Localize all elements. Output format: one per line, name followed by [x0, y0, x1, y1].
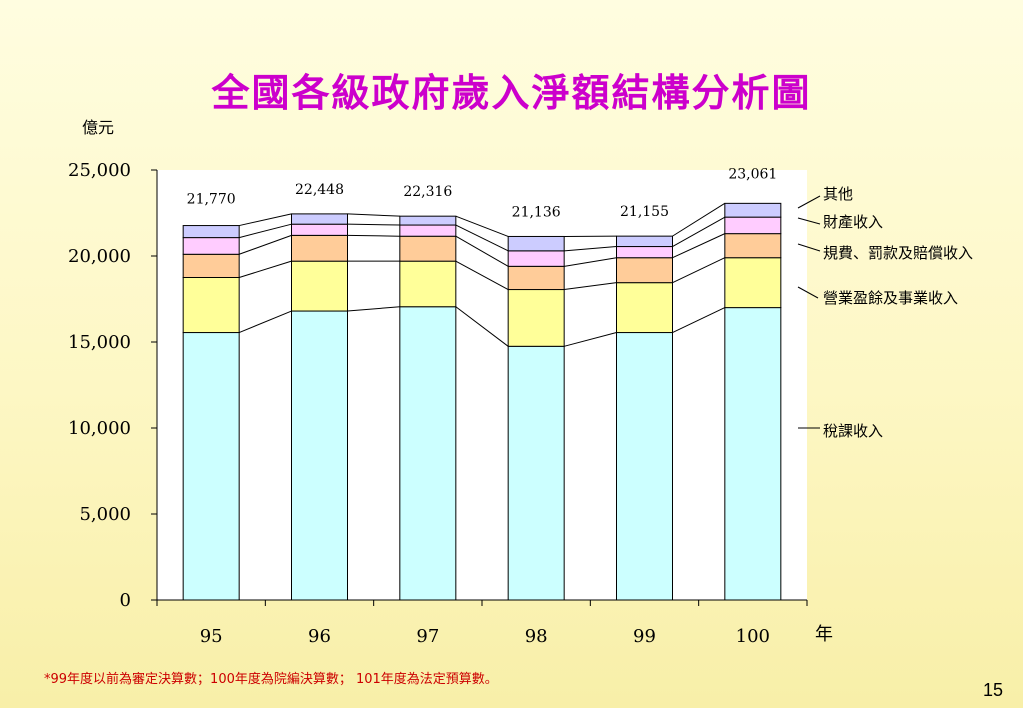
connector-line	[564, 246, 617, 252]
bar-segment	[182, 253, 240, 278]
y-tick-label: 0	[120, 590, 131, 611]
connector-line	[347, 223, 400, 226]
legend-label: 營業盈餘及事業收入	[823, 289, 958, 307]
legend-label: 規費、罰款及賠償收入	[823, 244, 973, 262]
connector-line	[347, 213, 400, 217]
bar-segment	[182, 332, 240, 601]
bar-segment	[724, 233, 782, 259]
data-label-total: 21,136	[512, 204, 561, 220]
bar-segment	[399, 235, 457, 262]
slide-title: 全國各級政府歲入淨額結構分析圖	[211, 70, 812, 115]
legend-label: 其他	[823, 185, 853, 203]
bar-segment	[182, 277, 240, 334]
legend-leader-line	[797, 195, 821, 209]
connector-line	[239, 260, 292, 278]
x-tick-label: 95	[200, 626, 223, 647]
bar-segment	[616, 246, 673, 259]
bar-segment	[182, 237, 240, 255]
bar-segment	[507, 235, 565, 252]
connector-line	[238, 310, 292, 334]
x-tick-label: 96	[308, 626, 331, 647]
connector-line	[239, 213, 292, 227]
bar-segment	[291, 213, 348, 225]
connector-line	[564, 332, 617, 347]
y-axis-label: 億元	[82, 118, 114, 137]
bar-segment	[507, 265, 565, 291]
y-tick-label: 5,000	[79, 504, 131, 525]
legend-leader-line	[797, 286, 819, 299]
connector-line	[238, 234, 292, 255]
connector-line	[672, 307, 726, 333]
x-tick-label: 97	[416, 626, 439, 647]
y-tick-label: 20,000	[68, 246, 131, 267]
bar-segment	[182, 225, 240, 239]
legend-leader-line	[797, 243, 821, 252]
bar-segment	[616, 332, 673, 601]
data-label-total: 22,448	[295, 182, 344, 198]
connector-line	[455, 224, 509, 252]
connector-line	[455, 235, 509, 267]
bar-segment	[724, 216, 782, 235]
bar-segment	[507, 345, 565, 601]
connector-line	[672, 257, 726, 284]
connector-line	[347, 306, 400, 312]
bar-segment	[507, 250, 565, 267]
connector-line	[672, 216, 726, 247]
connector-line	[455, 215, 509, 237]
bar-segment	[291, 223, 348, 236]
bar-segment	[291, 234, 348, 262]
connector-line	[564, 282, 617, 291]
y-tick-label: 10,000	[68, 418, 131, 439]
data-label-total: 22,316	[403, 184, 452, 200]
bar-segment	[616, 282, 673, 334]
data-label-total: 23,061	[728, 166, 777, 182]
plot-area	[157, 170, 807, 600]
bar-segment	[399, 224, 457, 237]
footnote: *99年度以前為審定決算數；100年度為院編決算數； 101年度為法定預算數。	[44, 672, 498, 687]
connector-line	[564, 257, 617, 267]
bar-segment	[399, 306, 457, 601]
bar-segment	[291, 260, 348, 312]
data-label-total: 21,155	[620, 204, 669, 220]
connector-line	[347, 234, 400, 237]
connector-line	[672, 233, 726, 259]
x-tick-label: 98	[525, 626, 548, 647]
bar-segment	[724, 257, 782, 309]
bar-segment	[399, 260, 457, 308]
legend-leader-line	[797, 217, 821, 225]
x-tick-label: 100	[736, 626, 770, 647]
page-number: 15	[982, 680, 1003, 700]
bar-segment	[399, 215, 457, 226]
legend-label: 稅課收入	[823, 422, 883, 440]
bar-segment	[507, 289, 565, 347]
data-label-total: 21,770	[187, 192, 236, 208]
x-tick-label: 99	[633, 626, 656, 647]
y-tick-label: 25,000	[68, 160, 131, 181]
bar-segment	[616, 257, 673, 284]
x-axis-label: 年	[815, 624, 833, 645]
connector-line	[239, 223, 292, 239]
connector-line	[455, 306, 509, 347]
connector-line	[672, 202, 726, 237]
bar-segment	[724, 202, 782, 218]
connector-line	[455, 260, 509, 290]
bar-segment	[616, 235, 673, 248]
legend-label: 財產收入	[823, 213, 883, 231]
bar-segment	[724, 307, 782, 601]
y-tick-label: 15,000	[68, 332, 131, 353]
bar-segment	[291, 310, 348, 601]
